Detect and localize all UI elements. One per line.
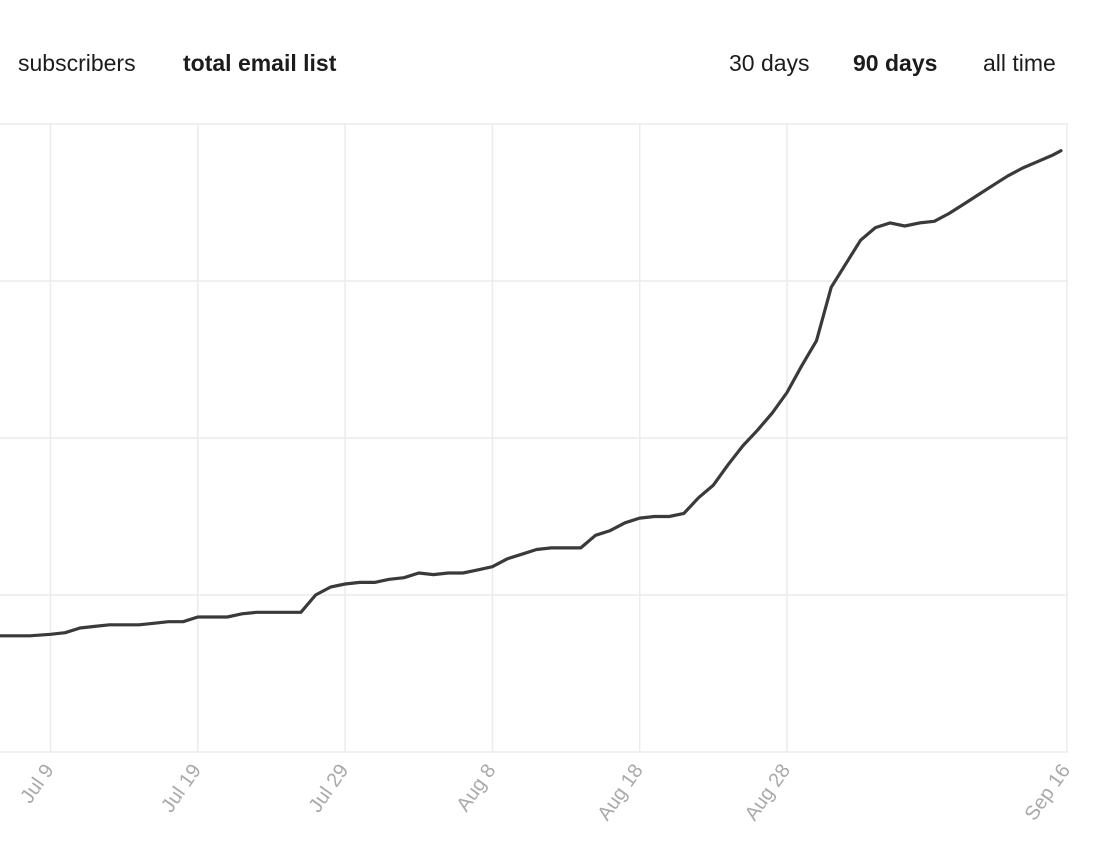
x-tick-label: Aug 28 [741, 760, 795, 825]
x-tick-label: Aug 18 [593, 760, 647, 825]
range-90-days[interactable]: 90 days [853, 50, 938, 76]
tab-total-email-list[interactable]: total email list [183, 50, 337, 76]
x-tick-label: Jul 19 [157, 760, 206, 816]
chart-series [0, 149, 1063, 638]
x-tick-label: Sep 16 [1021, 760, 1075, 825]
range-all-time[interactable]: all time [983, 50, 1056, 76]
x-tick-label: Aug 8 [452, 760, 500, 815]
chart-toolbar: subscribers total email list 30 days 90 … [0, 38, 1100, 88]
x-tick-label: Jul 9 [16, 760, 58, 807]
x-tick-label: Jul 29 [305, 760, 354, 816]
chart-grid [0, 123, 1068, 753]
x-axis-ticks: Jul 9 Jul 19 Jul 29 Aug 8 Aug 18 Aug 28 Sep 16 [16, 760, 1075, 825]
range-30-days[interactable]: 30 days [729, 50, 810, 76]
series-line-total-email-list [0, 149, 1063, 638]
tab-subscribers[interactable]: subscribers [18, 50, 136, 76]
